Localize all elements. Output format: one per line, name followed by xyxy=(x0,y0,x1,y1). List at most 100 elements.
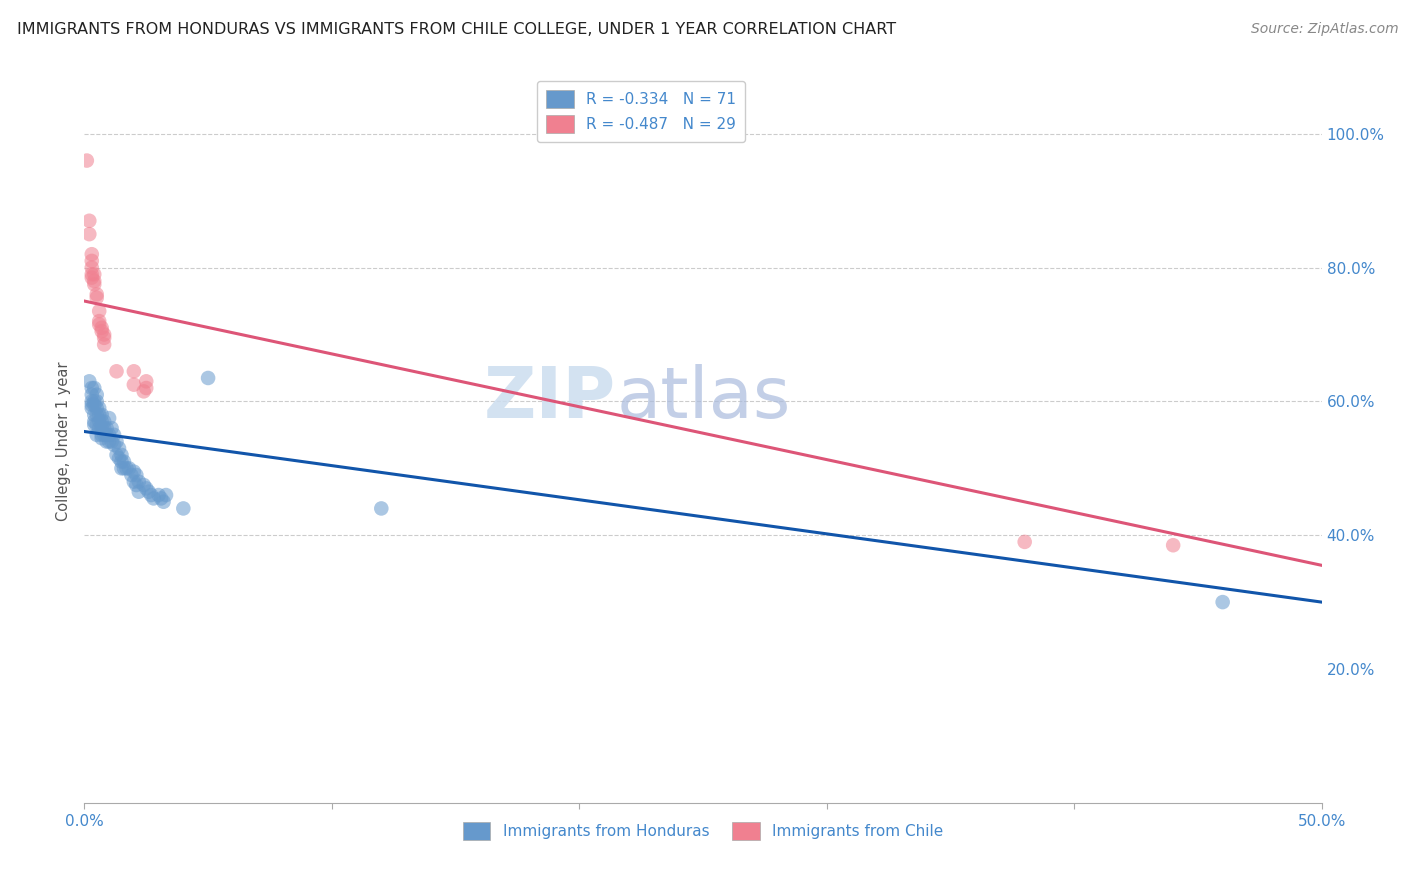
Point xyxy=(86,417,108,432)
Point xyxy=(118,461,141,475)
Point xyxy=(83,274,105,288)
Point xyxy=(90,321,112,335)
Point xyxy=(90,431,112,445)
Point xyxy=(115,461,138,475)
Legend: Immigrants from Honduras, Immigrants from Chile: Immigrants from Honduras, Immigrants fro… xyxy=(457,816,949,846)
Point xyxy=(93,414,115,429)
Point xyxy=(100,434,122,449)
Point xyxy=(112,461,135,475)
Point xyxy=(83,414,105,429)
Point xyxy=(93,337,115,351)
Point xyxy=(112,455,135,469)
Point xyxy=(172,501,194,516)
Point xyxy=(370,501,392,516)
Point xyxy=(100,421,122,435)
Point xyxy=(98,434,121,449)
Point xyxy=(89,318,111,332)
Point xyxy=(90,414,112,429)
Point xyxy=(86,291,108,305)
Point xyxy=(90,408,112,422)
Point xyxy=(80,381,103,395)
Point xyxy=(110,455,132,469)
Point xyxy=(96,421,118,435)
Point xyxy=(80,398,103,412)
Point xyxy=(98,427,121,442)
Point xyxy=(120,467,142,482)
Point xyxy=(80,260,103,275)
Point xyxy=(80,254,103,268)
Point xyxy=(135,381,157,395)
Point xyxy=(135,375,157,389)
Point xyxy=(80,247,103,261)
Point xyxy=(125,478,148,492)
Point xyxy=(90,324,112,338)
Point xyxy=(86,387,108,401)
Point xyxy=(93,421,115,435)
Point xyxy=(108,442,131,455)
Point xyxy=(79,375,101,389)
Point xyxy=(96,434,118,449)
Point xyxy=(80,387,103,401)
Point xyxy=(76,153,98,168)
Point xyxy=(90,421,112,435)
Point xyxy=(103,427,125,442)
Point xyxy=(103,438,125,452)
Point xyxy=(135,482,157,496)
Point xyxy=(110,448,132,462)
Point xyxy=(83,417,105,432)
Point xyxy=(89,421,111,435)
Point xyxy=(142,491,165,506)
Point xyxy=(80,401,103,416)
Point xyxy=(83,394,105,409)
Point xyxy=(93,327,115,342)
Point xyxy=(122,377,145,392)
Point xyxy=(86,401,108,416)
Point xyxy=(89,401,111,416)
Point xyxy=(86,394,108,409)
Point xyxy=(138,484,160,499)
Point xyxy=(98,411,121,425)
Point xyxy=(80,270,103,285)
Point xyxy=(105,434,128,449)
Point xyxy=(80,268,103,282)
Point xyxy=(125,467,148,482)
Point xyxy=(148,488,170,502)
Point xyxy=(105,448,128,462)
Point xyxy=(86,287,108,301)
Point xyxy=(1161,538,1184,552)
Text: atlas: atlas xyxy=(616,364,790,433)
Point xyxy=(155,488,177,502)
Point xyxy=(83,381,105,395)
Point xyxy=(128,484,150,499)
Point xyxy=(122,475,145,489)
Point xyxy=(89,314,111,328)
Point xyxy=(197,371,219,385)
Point xyxy=(79,227,101,242)
Point xyxy=(110,461,132,475)
Text: Source: ZipAtlas.com: Source: ZipAtlas.com xyxy=(1251,22,1399,37)
Point xyxy=(79,214,101,228)
Point xyxy=(83,268,105,282)
Point xyxy=(83,277,105,292)
Y-axis label: College, Under 1 year: College, Under 1 year xyxy=(56,362,72,521)
Point xyxy=(105,364,128,378)
Point xyxy=(128,475,150,489)
Point xyxy=(90,427,112,442)
Point xyxy=(96,427,118,442)
Point xyxy=(108,451,131,466)
Point xyxy=(89,408,111,422)
Point xyxy=(122,364,145,378)
Point xyxy=(152,494,174,508)
Point xyxy=(150,491,173,506)
Point xyxy=(80,394,103,409)
Point xyxy=(1014,534,1036,549)
Text: IMMIGRANTS FROM HONDURAS VS IMMIGRANTS FROM CHILE COLLEGE, UNDER 1 YEAR CORRELAT: IMMIGRANTS FROM HONDURAS VS IMMIGRANTS F… xyxy=(17,22,896,37)
Point xyxy=(83,408,105,422)
Point xyxy=(122,465,145,479)
Point xyxy=(141,488,163,502)
Point xyxy=(1212,595,1234,609)
Text: ZIP: ZIP xyxy=(484,364,616,433)
Point xyxy=(86,408,108,422)
Point xyxy=(132,384,155,399)
Point xyxy=(89,304,111,318)
